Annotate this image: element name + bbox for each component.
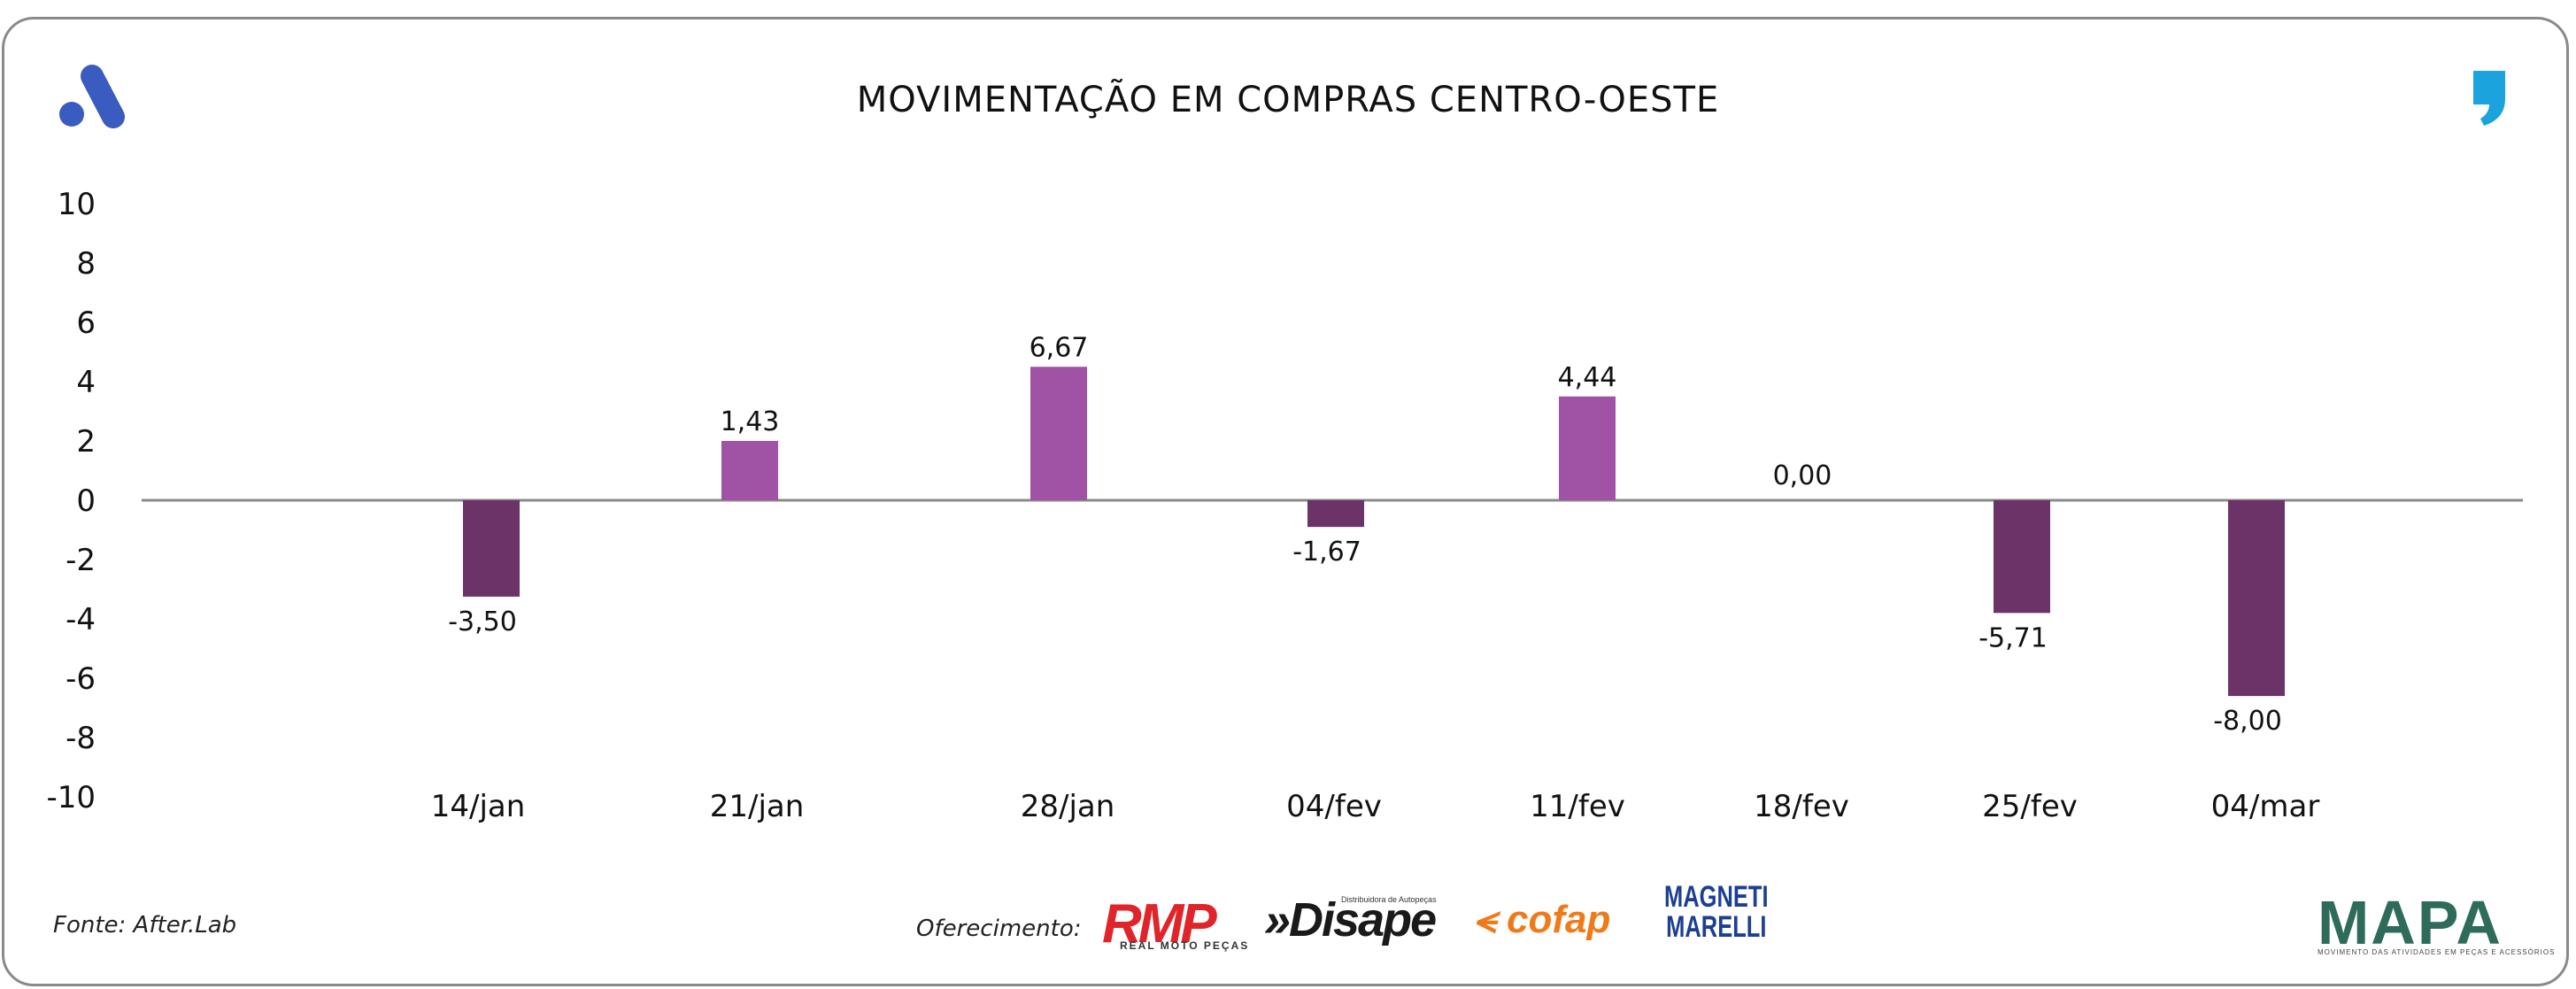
data-label: -3,50 — [448, 607, 517, 637]
rmp-logo-subtitle: REAL MOTO PEÇAS — [1120, 939, 1250, 952]
data-label: 1,43 — [721, 406, 780, 437]
data-label: -8,00 — [2213, 706, 2282, 737]
sponsor-label: Oferecimento: — [916, 916, 1082, 942]
y-tick-label: 2 — [76, 424, 96, 460]
bar — [721, 441, 778, 500]
x-tick-label: 21/jan — [710, 789, 805, 824]
chart-title: MOVIMENTAÇÃO EM COMPRAS CENTRO-OESTE — [856, 80, 1720, 120]
bar — [1994, 500, 2050, 614]
y-tick-label: 8 — [76, 246, 96, 282]
x-axis-ticks: 14/jan 21/jan 28/jan 04/fev 11/fev 18/fev 25/f… — [431, 789, 2320, 824]
mapa-logo-subtitle: MOVIMENTO DAS ATIVIDADES EM PEÇAS E ACES… — [2318, 948, 2556, 956]
x-tick-label: 14/jan — [431, 789, 526, 824]
bar — [463, 500, 520, 597]
cofap-icon: ⪪ — [1474, 898, 1508, 941]
bar — [1307, 500, 1364, 528]
x-tick-label: 04/mar — [2211, 789, 2320, 824]
y-tick-label: 6 — [76, 305, 96, 341]
y-tick-label: -8 — [66, 721, 96, 756]
bar — [1559, 396, 1616, 500]
bars — [463, 367, 2285, 697]
disape-logo: »Disape — [1264, 893, 1437, 947]
y-tick-label: 10 — [58, 187, 96, 222]
y-tick-label: -4 — [66, 602, 96, 637]
x-tick-label: 25/fev — [1982, 789, 2078, 824]
brand-logo-icon — [59, 65, 125, 128]
data-labels: -3,50 1,43 6,67 -1,67 4,44 0,00 -5,71 -8,00 — [448, 332, 2282, 737]
y-tick-label: 4 — [76, 365, 96, 400]
bar — [1030, 367, 1087, 500]
x-tick-label: 04/fev — [1286, 789, 1382, 824]
cofap-logo: ⪪ cofap — [1474, 898, 1611, 941]
source-note: Fonte: After.Lab — [53, 912, 237, 939]
data-label: 0,00 — [1773, 460, 1832, 491]
y-tick-label: -6 — [66, 661, 96, 697]
mapa-logo: MAPA — [2318, 888, 2503, 957]
data-label: -1,67 — [1292, 537, 1361, 568]
y-tick-label: 0 — [76, 483, 96, 519]
x-tick-label: 18/fev — [1754, 789, 1849, 824]
bar — [2228, 500, 2285, 697]
y-tick-label: -10 — [46, 780, 96, 815]
magneti-marelli-logo: MAGNETI MARELLI — [1664, 880, 1769, 944]
rmp-logo: RMP — [1102, 893, 1217, 954]
y-tick-label: -2 — [66, 543, 96, 578]
data-label: -5,71 — [1978, 622, 2048, 653]
quote-icon — [2473, 71, 2505, 126]
data-label: 6,67 — [1030, 332, 1089, 363]
y-axis-ticks: 10 8 6 4 2 0 -2 -4 -6 -8 -10 — [46, 187, 96, 815]
disape-logo-subtitle: Distribuidora de Autopeças — [1341, 895, 1437, 904]
data-label: 4,44 — [1558, 362, 1617, 393]
x-tick-label: 28/jan — [1021, 789, 1115, 824]
x-tick-label: 11/fev — [1530, 789, 1625, 824]
